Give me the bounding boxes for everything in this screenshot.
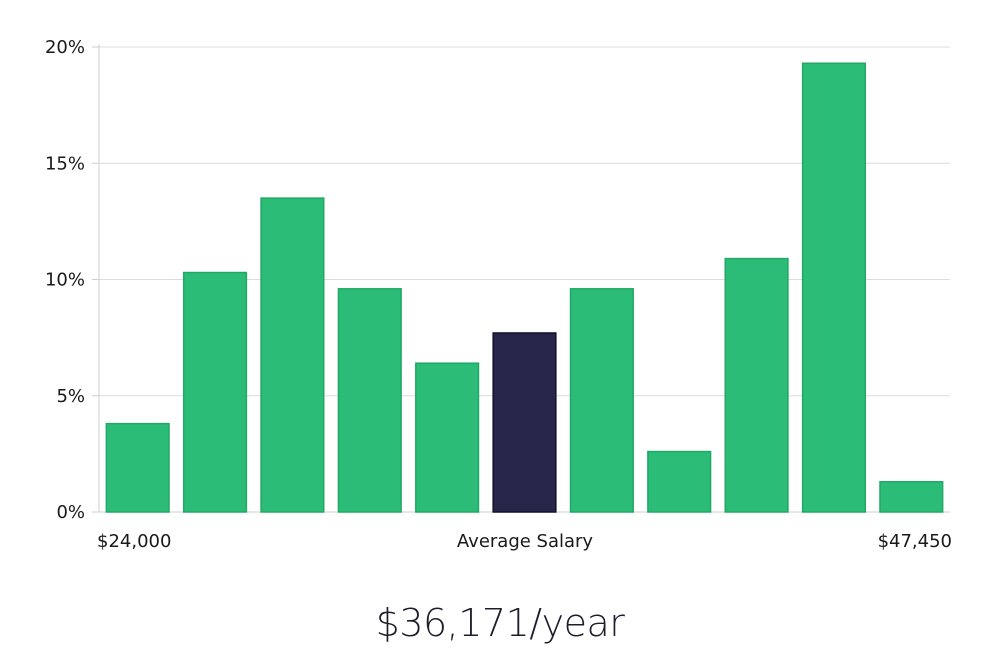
bar-1 bbox=[182, 271, 248, 513]
bar-10 bbox=[879, 481, 944, 513]
bar-3 bbox=[337, 288, 402, 513]
bar-8 bbox=[724, 257, 789, 513]
x-max-label: $47,450 bbox=[878, 531, 952, 552]
y-tick-label-4: 20% bbox=[45, 37, 85, 58]
bar-4 bbox=[415, 362, 480, 513]
bar-2 bbox=[260, 197, 325, 513]
bar-6 bbox=[569, 288, 634, 513]
y-tick-label-0: 0% bbox=[56, 502, 85, 523]
labels: $24,000 Average Salary $47,450 bbox=[97, 531, 952, 552]
bar-9 bbox=[801, 62, 867, 513]
x-axis-title: Average Salary bbox=[457, 531, 594, 552]
bar-7 bbox=[647, 450, 712, 513]
bar-0 bbox=[105, 422, 170, 513]
axes: 0% 5% 10% 15% 20% bbox=[45, 37, 950, 523]
y-tick-label-3: 15% bbox=[45, 153, 85, 174]
y-tick-label-2: 10% bbox=[45, 270, 85, 291]
x-min-label: $24,000 bbox=[97, 531, 171, 552]
average-salary-value: $36,171/year bbox=[375, 601, 625, 645]
histogram-svg: 0% 5% 10% 15% 20% $24,000 Average Salary $47… bbox=[45, 37, 952, 552]
bars bbox=[105, 62, 944, 513]
bar-average-salary bbox=[492, 332, 557, 513]
y-tick-label-1: 5% bbox=[56, 386, 85, 407]
